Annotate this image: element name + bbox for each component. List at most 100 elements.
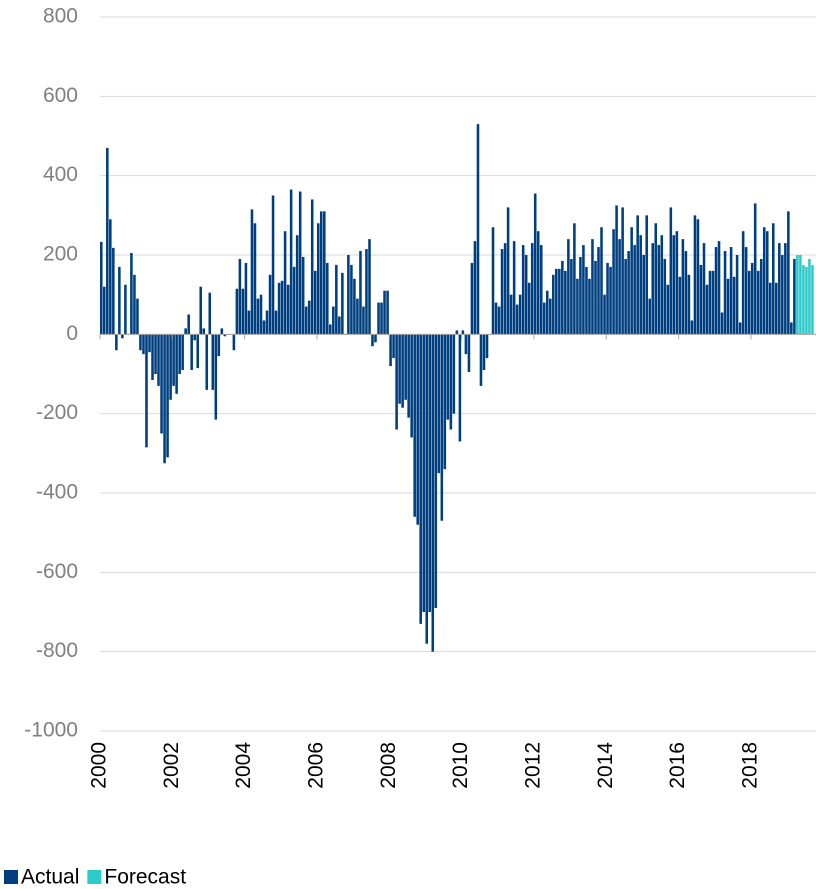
bar	[771, 223, 775, 335]
bar	[753, 203, 757, 335]
bar	[139, 334, 142, 351]
bar	[726, 278, 730, 335]
bar	[274, 310, 278, 335]
bar	[410, 334, 413, 438]
bar	[449, 334, 453, 430]
bar	[389, 334, 392, 367]
bar	[482, 334, 486, 371]
bar	[735, 255, 739, 335]
bar	[558, 268, 561, 335]
bar	[618, 239, 621, 335]
x-tick-label: 2012	[521, 742, 544, 789]
bar	[699, 264, 703, 335]
bar	[253, 223, 257, 335]
bar	[356, 298, 359, 335]
bar	[545, 290, 549, 335]
bar	[476, 124, 480, 335]
bar	[524, 255, 528, 335]
bar	[193, 334, 196, 341]
x-tick-label: 2010	[449, 742, 472, 789]
bar	[440, 334, 444, 521]
bar	[808, 258, 811, 335]
bar	[121, 334, 124, 339]
bar	[533, 193, 537, 335]
bar	[636, 215, 639, 335]
bar	[796, 255, 799, 335]
bar	[241, 288, 245, 335]
bar	[286, 284, 290, 335]
bar	[368, 239, 371, 335]
bar	[744, 247, 748, 335]
bar	[536, 231, 540, 335]
bar	[365, 249, 368, 335]
bar	[413, 334, 416, 517]
bar	[350, 264, 353, 335]
bar	[184, 328, 187, 335]
bar	[455, 330, 459, 335]
bar	[223, 334, 227, 337]
bar	[470, 262, 474, 335]
bar	[585, 266, 588, 335]
bar	[521, 245, 525, 335]
bar	[542, 302, 546, 335]
bar	[298, 191, 302, 335]
bar	[759, 258, 763, 335]
bar	[741, 231, 745, 335]
bar	[187, 314, 190, 335]
bar	[211, 334, 215, 390]
bar	[443, 334, 447, 470]
bar	[380, 302, 383, 335]
bar	[166, 334, 169, 458]
bar	[323, 211, 326, 335]
bar	[627, 251, 630, 335]
bar	[588, 278, 591, 335]
bar	[190, 334, 193, 371]
bar	[151, 334, 154, 380]
bar	[136, 298, 139, 335]
bar	[347, 255, 350, 335]
bar	[425, 334, 429, 644]
bar	[750, 262, 754, 335]
bar	[615, 205, 618, 335]
bar	[663, 258, 667, 335]
bar	[696, 219, 700, 335]
bar	[142, 334, 145, 355]
bar	[549, 298, 552, 335]
bar	[494, 302, 498, 335]
y-tick-label: -200	[36, 401, 78, 424]
y-tick-label: -600	[36, 560, 78, 583]
bar	[202, 328, 206, 335]
bar	[332, 306, 335, 335]
bar	[705, 284, 709, 335]
bar	[259, 294, 263, 335]
bar	[292, 266, 296, 335]
bar	[175, 334, 178, 394]
bar	[404, 334, 407, 400]
bar	[645, 215, 648, 335]
bar	[657, 245, 661, 335]
bar	[506, 207, 510, 335]
bar	[341, 272, 344, 335]
bar	[329, 324, 332, 335]
x-tick-label: 2014	[594, 742, 617, 789]
bar	[395, 334, 398, 430]
y-tick-label: 200	[43, 243, 78, 266]
bar	[407, 334, 410, 418]
y-tick-label: -400	[36, 481, 78, 504]
bar	[428, 334, 432, 612]
bar	[597, 247, 600, 335]
bar	[377, 302, 380, 335]
bar	[124, 284, 127, 335]
bar	[765, 231, 769, 335]
bar	[567, 239, 570, 335]
bar	[787, 211, 790, 335]
bar	[383, 290, 386, 335]
bar	[464, 334, 468, 355]
bar	[103, 286, 106, 335]
bar	[579, 256, 582, 335]
bar	[690, 320, 694, 335]
bar	[624, 258, 627, 335]
bar	[790, 322, 793, 335]
x-tick-label: 2000	[88, 742, 111, 789]
bar	[678, 276, 682, 335]
